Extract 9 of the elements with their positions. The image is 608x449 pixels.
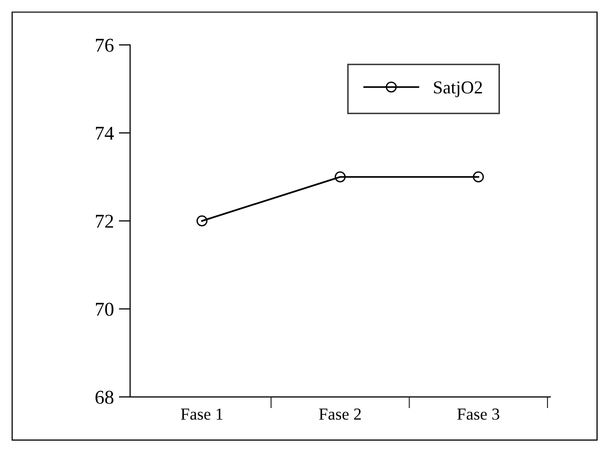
x-tick-label: Fase 2 — [319, 408, 361, 420]
x-tick-label: Fase 3 — [457, 408, 500, 420]
y-tick-label: 68 — [96, 390, 114, 404]
x-tick-label: Fase 1 — [180, 408, 222, 420]
y-tick-label: 76 — [96, 38, 114, 52]
y-tick-label: 74 — [96, 126, 114, 140]
legend-label: SatjO2 — [434, 81, 482, 98]
y-tick-label: 72 — [96, 214, 114, 228]
y-tick-label: 70 — [96, 302, 114, 316]
